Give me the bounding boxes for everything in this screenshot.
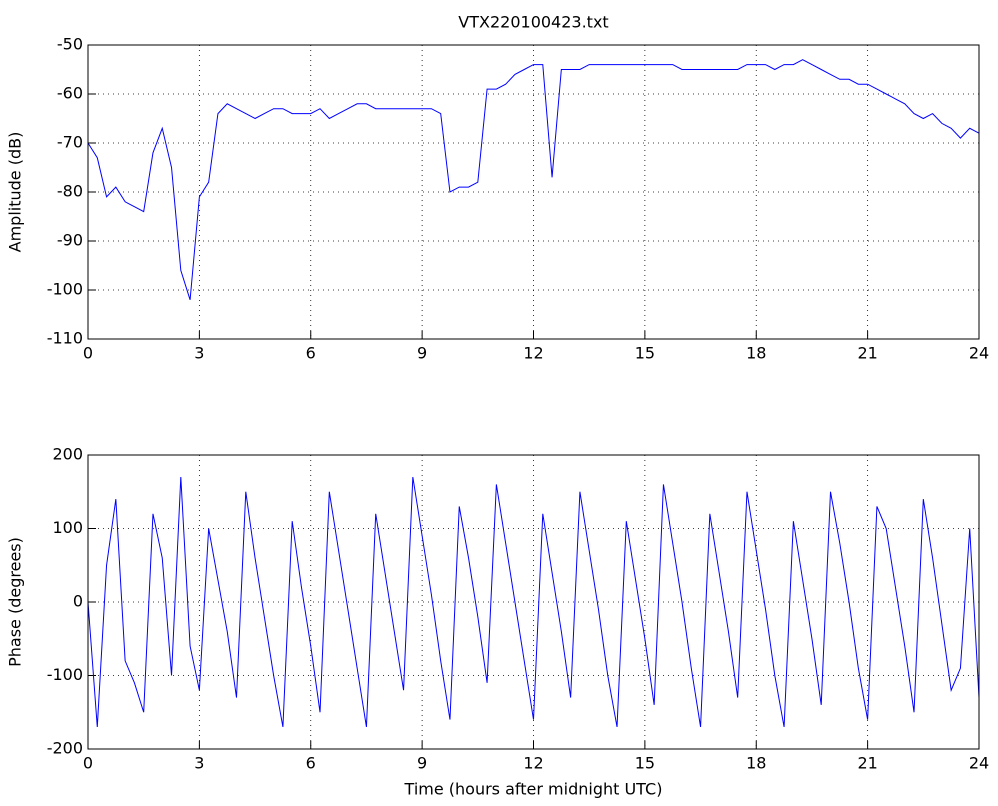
y-tick-label: -100 <box>47 280 83 299</box>
y-tick-label: 200 <box>52 445 83 464</box>
x-tick-label: 12 <box>523 344 543 363</box>
data-line <box>87 476 980 728</box>
x-tick-label: 15 <box>635 754 655 773</box>
x-tick-label: 21 <box>857 754 877 773</box>
x-axis-label: Time (hours after midnight UTC) <box>404 780 663 799</box>
y-tick-label: -60 <box>57 84 83 103</box>
data-line <box>87 59 980 300</box>
y-tick-label: -110 <box>47 329 83 348</box>
y-tick-label: -100 <box>47 665 83 684</box>
x-tick-label: 24 <box>969 754 989 773</box>
x-tick-label: 3 <box>194 344 204 363</box>
x-tick-label: 0 <box>83 754 93 773</box>
x-tick-label: 18 <box>746 754 766 773</box>
y-tick-label: -200 <box>47 739 83 758</box>
x-tick-label: 9 <box>417 754 427 773</box>
y-tick-label: -70 <box>57 133 83 152</box>
x-tick-label: 6 <box>306 754 316 773</box>
chart-title: VTX220100423.txt <box>458 13 608 32</box>
x-tick-label: 12 <box>523 754 543 773</box>
y-tick-label: 0 <box>73 592 83 611</box>
x-tick-label: 15 <box>635 344 655 363</box>
axes-frame <box>87 44 980 340</box>
x-tick-label: 3 <box>194 754 204 773</box>
x-tick-label: 21 <box>857 344 877 363</box>
y-tick-label: 100 <box>52 518 83 537</box>
x-tick-label: 0 <box>83 344 93 363</box>
y-tick-label: -50 <box>57 35 83 54</box>
axes-frame <box>87 454 980 750</box>
y-axis-label: Amplitude (dB) <box>6 132 25 253</box>
x-tick-label: 18 <box>746 344 766 363</box>
x-tick-label: 24 <box>969 344 989 363</box>
x-tick-label: 6 <box>306 344 316 363</box>
x-tick-label: 9 <box>417 344 427 363</box>
y-tick-label: -80 <box>57 182 83 201</box>
y-axis-label: Phase (degrees) <box>6 537 25 667</box>
y-tick-label: -90 <box>57 231 83 250</box>
